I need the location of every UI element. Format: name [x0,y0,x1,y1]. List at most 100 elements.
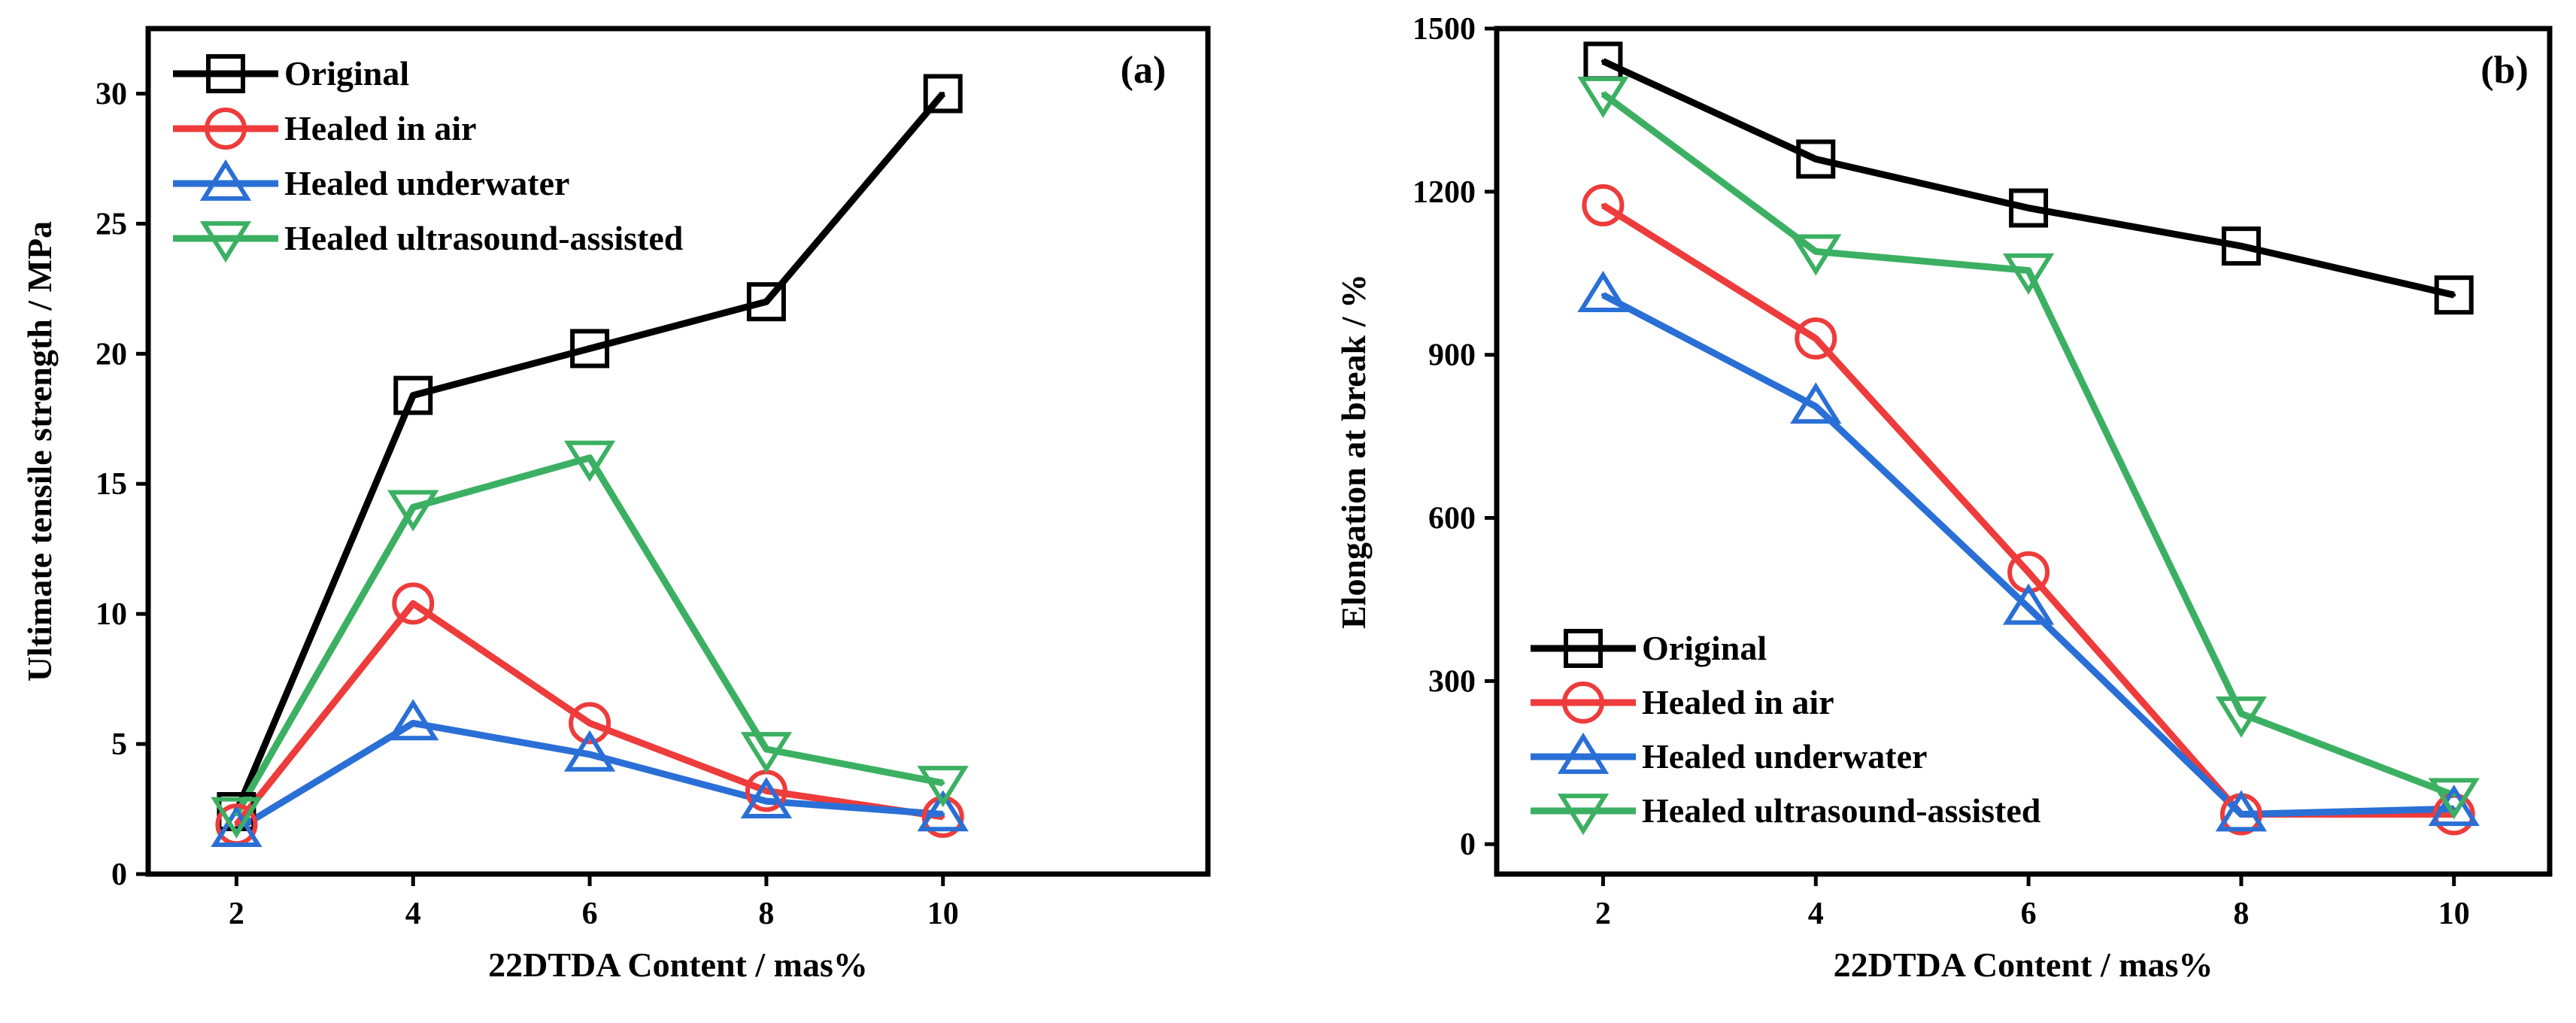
point-ultrasound-x6-dot [587,456,592,460]
legend-label-underwater: Healed underwater [284,164,569,202]
x-tick-label-2: 2 [1595,897,1611,931]
y-tick-label-1200: 1200 [1412,175,1476,210]
legend-marker-air-dot [223,126,228,131]
series-line-underwater [235,719,944,833]
point-original-x2-dot [1601,59,1605,63]
legend-marker-original [206,54,245,93]
point-ultrasound-x6 [2002,253,2055,295]
point-air-x2-dot [1601,203,1605,208]
x-tick-label-2: 2 [229,897,244,931]
point-original-x4 [1796,139,1836,179]
point-underwater-x6 [2002,583,2055,625]
point-original-x10-dot [941,91,945,96]
point-original-x10 [2434,275,2474,315]
y-tick-label-25: 25 [96,207,127,241]
point-ultrasound-x6-dot [2026,269,2031,273]
y-tick-label-0: 0 [1460,827,1476,862]
point-air-x8-dot [764,788,769,793]
legend-marker-underwater [1557,732,1610,774]
legend-label-air: Healed in air [1642,683,1834,721]
panel-label: (b) [2480,49,2529,92]
point-air-x2 [1582,184,1625,226]
legend-marker-ultrasound-dot [223,236,228,241]
point-underwater-x2-dot [1601,293,1605,297]
point-original-x6 [570,329,610,369]
legend-marker-air [205,108,247,150]
point-air-x6-dot [587,721,592,725]
panel-b: 2 4 6 8 10 0 300 600 900 1200 1500 22DTDA Content /… [1334,12,2553,984]
point-original-x8 [2221,226,2261,266]
point-ultrasound-x10 [917,766,969,808]
point-air-x2-dot [234,822,238,827]
y-tick-label-900: 900 [1428,338,1476,373]
point-ultrasound-x8-dot [2239,712,2244,716]
point-air-x4 [1795,317,1837,360]
point-air-x6 [569,702,611,745]
y-tick-label-5: 5 [111,727,127,762]
point-ultrasound-x8-dot [764,747,769,751]
point-ultrasound-x8 [2215,696,2268,738]
point-ultrasound-x10 [2428,778,2480,820]
point-ultrasound-x2 [211,797,262,839]
point-ultrasound-x6 [563,440,616,482]
legend-label-underwater: Healed underwater [1642,737,1927,776]
x-tick-label-8: 8 [758,897,774,931]
point-ultrasound-x10-dot [941,781,945,785]
point-underwater-x10 [2428,785,2480,827]
legend-label-air: Healed in air [284,109,477,147]
point-air-x4-dot [411,601,415,606]
point-original-x8-dot [2239,244,2244,248]
series-line-original [1601,58,2455,299]
point-original-x6 [2009,188,2049,228]
point-underwater-x8 [740,777,793,819]
x-axis-label: 22DTDA Content / mas% [488,946,868,984]
point-underwater-x4 [1790,382,1842,424]
point-underwater-x8 [2215,790,2268,832]
y-tick-label-30: 30 [96,77,127,111]
point-ultrasound-x4 [387,490,439,532]
series-line-air [1601,202,2454,818]
x-axis-label: 22DTDA Content / mas% [1834,946,2213,984]
panel-a: 2 4 6 8 10 0 5 10 15 20 25 30 22DTDA Content / mas% U… [20,26,1211,984]
x-tick-label-6: 6 [2021,897,2037,931]
legend-label-ultrasound: Healed ultrasound-assisted [284,219,684,257]
point-underwater-x10-dot [941,812,945,816]
y-tick-label-15: 15 [96,467,127,502]
legend-marker-original-dot [1581,646,1585,651]
legend-label-ultrasound: Healed ultrasound-assisted [1642,791,2041,830]
point-original-x4 [393,375,433,415]
legend-marker-ultrasound [199,221,252,263]
point-underwater-x8-dot [2239,812,2244,816]
point-underwater-x6-dot [587,752,592,757]
legend-marker-underwater-dot [223,181,228,186]
x-tick-label-10: 10 [927,897,959,931]
point-underwater-x8-dot [764,799,769,803]
point-underwater-x2 [1577,271,1629,313]
point-air-x4 [392,582,435,625]
point-underwater-x6-dot [2026,606,2031,610]
point-underwater-x10 [917,790,969,832]
legend-marker-original [1564,629,1603,668]
legend-label-original: Original [284,54,409,93]
legend-marker-original-dot [223,71,228,76]
legend-marker-underwater-dot [1581,754,1585,759]
y-axis-label: Elongation at break / % [1334,274,1373,629]
plot-frame [145,26,1211,877]
point-original-x6-dot [587,346,592,351]
plot-frame [1494,26,2553,877]
y-tick-label-0: 0 [111,858,127,892]
point-underwater-x4-dot [411,721,415,725]
point-air-x4-dot [1813,336,1818,341]
point-ultrasound-x2-dot [1601,92,1605,96]
x-tick-label-10: 10 [2438,897,2470,931]
x-tick-label-4: 4 [1808,897,1824,931]
y-tick-label-300: 300 [1428,664,1476,699]
y-tick-label-1500: 1500 [1412,12,1476,47]
legend-marker-underwater [199,159,252,201]
point-ultrasound-x8 [740,732,793,774]
point-underwater-x4 [387,699,439,741]
point-original-x10-dot [2452,293,2456,297]
y-axis-label: Ultimate tensile strength / MPa [20,221,59,681]
